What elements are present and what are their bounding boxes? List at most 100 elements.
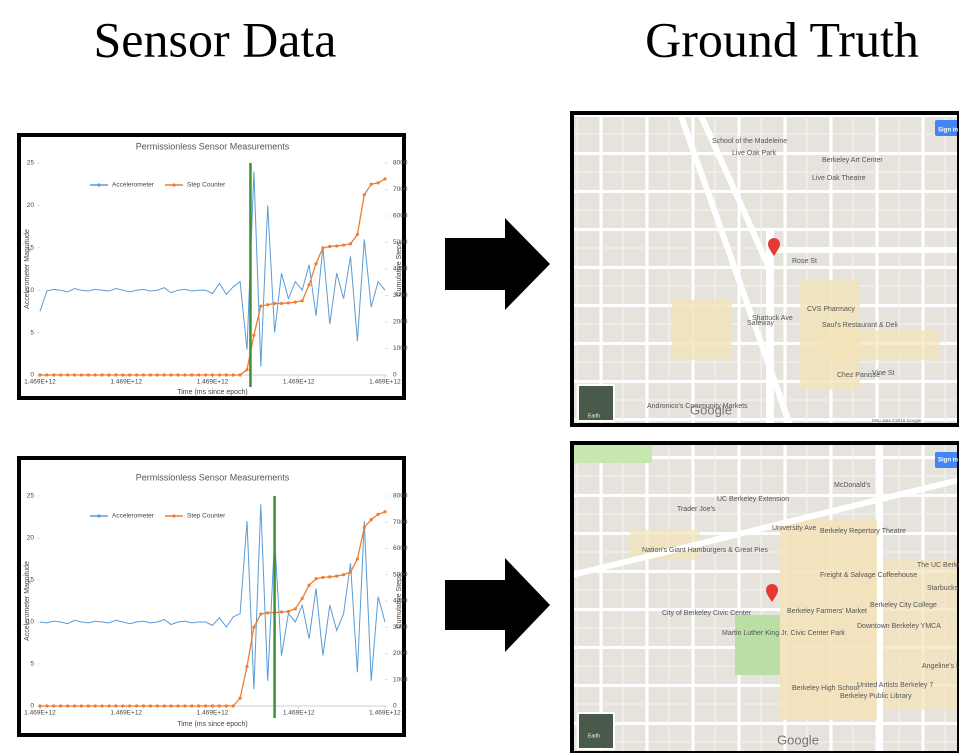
legend-label: Step Counter (187, 513, 226, 520)
step-marker (114, 704, 117, 707)
step-marker (80, 704, 83, 707)
step-marker (94, 704, 97, 707)
map-label: CVS Pharmacy (807, 306, 855, 313)
step-marker (335, 574, 338, 577)
x-tick-label: 1.469E+12 (24, 710, 56, 717)
step-marker (321, 246, 324, 249)
map-label: Berkeley Public Library (840, 693, 912, 700)
map-label: Nation's Giant Hamburgers & Great Pies (642, 547, 768, 554)
step-marker (328, 575, 331, 578)
map (572, 113, 959, 425)
map-background (572, 113, 959, 425)
step-marker (314, 577, 317, 580)
y2-tick-label: 1000 (393, 676, 408, 683)
map-label: Live Oak Park (732, 150, 776, 157)
step-marker (149, 373, 152, 376)
step-marker (163, 704, 166, 707)
map-label: Chez Panisse (837, 372, 880, 379)
earth-label[interactable]: Earth (588, 413, 600, 419)
earth-label[interactable]: Earth (588, 733, 600, 739)
map-label: United Artists Berkeley 7 (857, 682, 933, 689)
map-label: Berkeley Repertory Theatre (820, 528, 906, 535)
step-marker (321, 576, 324, 579)
y-tick-label: 5 (30, 329, 34, 336)
y-tick-label: 25 (27, 493, 35, 500)
step-marker (87, 373, 90, 376)
map-attribution: Map data ©2016 Google (872, 417, 922, 423)
y2-tick-label: 8000 (393, 493, 408, 500)
step-marker (211, 704, 214, 707)
step-marker (38, 373, 41, 376)
arrow (445, 218, 550, 310)
step-marker (245, 665, 248, 668)
map-label: Safeway (747, 320, 774, 327)
chart-frame (19, 135, 404, 398)
page: Sensor Data Ground Truth Permissionless … (0, 0, 959, 753)
x-tick-label: 1.469E+12 (197, 379, 229, 386)
x-tick-label: 1.469E+12 (283, 710, 315, 717)
step-marker (190, 373, 193, 376)
legend-label: Accelerometer (112, 182, 155, 189)
step-marker (301, 597, 304, 600)
legend-swatch (172, 514, 175, 517)
earth-thumbnail[interactable] (578, 713, 614, 749)
step-marker (308, 584, 311, 587)
x-tick-label: 1.469E+12 (369, 379, 401, 386)
y-tick-label: 20 (27, 535, 35, 542)
map-label: University Ave (772, 525, 816, 532)
step-marker (342, 573, 345, 576)
legend-swatch (97, 514, 100, 517)
step-marker (142, 373, 145, 376)
y2-tick-label: 7000 (393, 519, 408, 526)
map-label: Live Oak Theatre (812, 175, 866, 182)
step-marker (66, 373, 69, 376)
step-marker (128, 704, 131, 707)
sign-in-label[interactable]: Sign in (938, 128, 958, 134)
step-marker (225, 704, 228, 707)
map-label: Berkeley High School (792, 685, 859, 692)
step-marker (156, 704, 159, 707)
step-marker (245, 368, 248, 371)
map-label: Starbucks (927, 585, 959, 592)
step-marker (294, 607, 297, 610)
y2-tick-label: 2000 (393, 650, 408, 657)
step-marker (232, 373, 235, 376)
step-marker (121, 704, 124, 707)
step-marker (356, 557, 359, 560)
step-marker (287, 610, 290, 613)
figure: Sensor Data Ground Truth Permissionless … (0, 0, 959, 753)
park (735, 615, 780, 675)
x-tick-label: 1.469E+12 (110, 379, 142, 386)
step-marker (163, 373, 166, 376)
step-marker (176, 704, 179, 707)
y2-tick-label: 7000 (393, 186, 408, 193)
arrow (445, 558, 550, 652)
map-label: Trader Joe's (677, 506, 716, 513)
map-label: Freight & Salvage Coffeehouse (820, 572, 917, 579)
step-marker (114, 373, 117, 376)
y-axis-label: Accelerometer Magnitude (24, 229, 31, 309)
y-tick-label: 25 (27, 160, 35, 167)
step-marker (176, 373, 179, 376)
step-marker (383, 177, 386, 180)
y2-tick-label: 2000 (393, 319, 408, 326)
step-marker (377, 181, 380, 184)
step-marker (232, 704, 235, 707)
step-marker (363, 193, 366, 196)
x-tick-label: 1.469E+12 (283, 379, 315, 386)
step-marker (38, 704, 41, 707)
map-label: The UC Berkeley Art Museum and... (917, 562, 959, 569)
step-marker (280, 302, 283, 305)
map (572, 443, 959, 753)
step-marker (225, 373, 228, 376)
step-marker (356, 233, 359, 236)
step-marker (259, 613, 262, 616)
y2-tick-label: 0 (393, 703, 397, 710)
step-marker (266, 611, 269, 614)
sign-in-label[interactable]: Sign in (938, 458, 958, 464)
map-label: Downtown Berkeley YMCA (857, 623, 941, 630)
x-axis-label: Time (ms since epoch) (177, 389, 248, 396)
step-marker (370, 183, 373, 186)
step-marker (335, 244, 338, 247)
x-axis-label: Time (ms since epoch) (177, 721, 248, 728)
